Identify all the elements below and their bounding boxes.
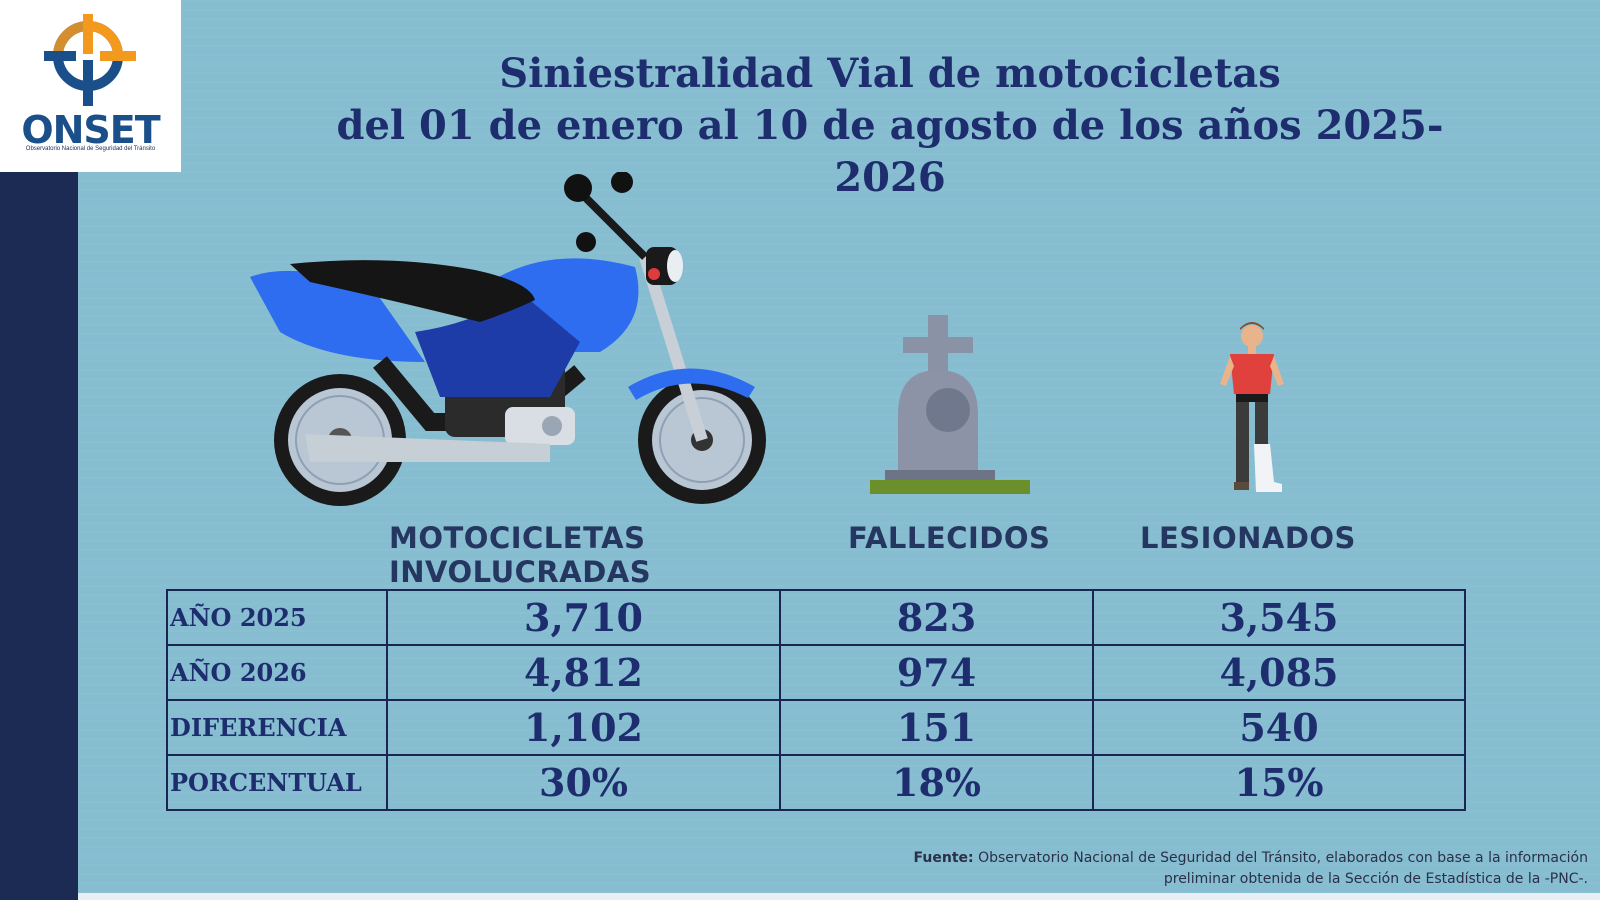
page-title: Siniestralidad Vial de motocicletas del …: [300, 48, 1480, 204]
table-row: DIFERENCIA 1,102 151 540: [166, 699, 1466, 756]
label-motocicletas-line-1: MOTOCICLETAS: [389, 521, 646, 555]
cell-lesionados: 3,545: [1092, 589, 1466, 646]
title-line-2: del 01 de enero al 10 de agosto de los a…: [336, 102, 1444, 201]
cell-fallecidos: 151: [779, 699, 1094, 756]
table-row: AÑO 2026 4,812 974 4,085: [166, 644, 1466, 701]
cell-motos: 30%: [386, 754, 781, 811]
table-row: AÑO 2025 3,710 823 3,545: [166, 589, 1466, 646]
source-line-1: Fuente: Observatorio Nacional de Segurid…: [688, 848, 1588, 869]
cell-fallecidos: 974: [779, 644, 1094, 701]
source-line-2: preliminar obtenida de la Sección de Est…: [1163, 871, 1588, 887]
tombstone-icon: [870, 315, 1030, 494]
row-label: AÑO 2026: [166, 644, 388, 701]
cell-fallecidos: 823: [779, 589, 1094, 646]
cell-lesionados: 4,085: [1092, 644, 1466, 701]
table-row: PORCENTUAL 30% 18% 15%: [166, 754, 1466, 811]
onset-logo: ONSET Observatorio Nacional de Seguridad…: [0, 0, 181, 172]
onset-logo-icon: [44, 14, 136, 106]
label-fallecidos: FALLECIDOS: [848, 521, 1051, 555]
stats-table: AÑO 2025 3,710 823 3,545 AÑO 2026 4,812 …: [166, 589, 1466, 811]
label-motocicletas-line-2: INVOLUCRADAS: [389, 555, 652, 589]
source-note: Fuente: Observatorio Nacional de Segurid…: [688, 848, 1588, 890]
row-label: AÑO 2025: [166, 589, 388, 646]
injured-person-icon: [1220, 322, 1284, 492]
label-motocicletas: MOTOCICLETAS INVOLUCRADAS: [389, 521, 651, 589]
motorcycle-illustration: [250, 172, 766, 506]
row-label: DIFERENCIA: [166, 699, 388, 756]
label-lesionados: LESIONADOS: [1140, 521, 1356, 555]
row-label: PORCENTUAL: [166, 754, 388, 811]
cell-lesionados: 15%: [1092, 754, 1466, 811]
bottom-band: [78, 893, 1600, 900]
cell-motos: 4,812: [386, 644, 781, 701]
cell-fallecidos: 18%: [779, 754, 1094, 811]
left-sidebar-band: [0, 172, 78, 900]
title-line-1: Siniestralidad Vial de motocicletas: [499, 50, 1281, 97]
logo-subtitle: Observatorio Nacional de Seguridad del T…: [25, 146, 156, 152]
source-label: Fuente:: [913, 850, 974, 866]
cell-lesionados: 540: [1092, 699, 1466, 756]
cell-motos: 3,710: [386, 589, 781, 646]
cell-motos: 1,102: [386, 699, 781, 756]
logo-name: ONSET: [21, 108, 160, 152]
source-text-1: Observatorio Nacional de Seguridad del T…: [978, 850, 1588, 866]
